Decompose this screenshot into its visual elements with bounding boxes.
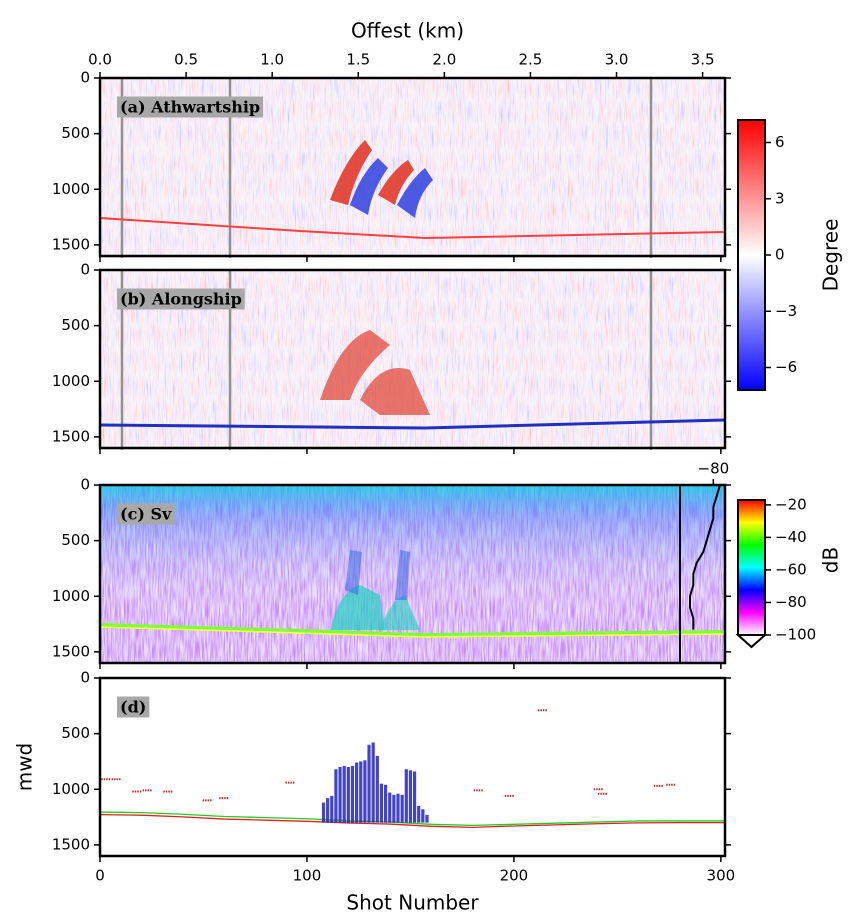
y-tick-label: 1000 — [52, 372, 90, 390]
y-tick-label: 1000 — [52, 180, 90, 198]
x-tick-label: 100 — [293, 867, 322, 885]
seafloor-b — [99, 418, 726, 430]
echo-bar — [400, 794, 404, 823]
echo-bar — [342, 765, 346, 823]
colorbar-tick-label: 0 — [775, 246, 785, 264]
panel-title-box — [117, 503, 176, 525]
echo-bar — [417, 805, 421, 823]
echo-bar — [421, 809, 425, 823]
x2-tick-label: 0.0 — [88, 51, 112, 69]
echo-bar — [425, 814, 429, 823]
plot-frame — [98, 676, 727, 858]
y-tick-label: 500 — [61, 124, 90, 142]
panel-title: (b) Alongship — [120, 290, 242, 309]
panel-title-box — [117, 96, 264, 118]
seafloor-line — [99, 813, 725, 829]
y-tick-label: 1500 — [52, 235, 90, 253]
y-tick-label: 1000 — [52, 587, 90, 605]
x2-tick-label: 0.5 — [174, 51, 198, 69]
echo-bar — [355, 762, 359, 823]
echo-bar — [330, 795, 334, 823]
seafloor-a — [99, 217, 726, 240]
colorbar-tick-label: −3 — [775, 302, 797, 320]
echo-bar — [334, 769, 338, 823]
y-tick-label: 0 — [80, 261, 90, 279]
x2-tick-label: 2.0 — [432, 51, 456, 69]
profile-line — [689, 484, 721, 630]
plot-frame — [98, 268, 727, 450]
panel-title-box — [117, 288, 245, 310]
echo-bar — [412, 771, 417, 823]
echo-bar — [404, 769, 408, 823]
scatter-c — [330, 550, 420, 630]
colorbar-tick-label: −40 — [775, 528, 807, 546]
echo-bar — [392, 794, 396, 823]
panel-title-box — [117, 696, 150, 718]
colorbar-label: Degree — [819, 219, 843, 292]
echo-bar — [326, 798, 330, 823]
echo-bar — [363, 760, 367, 823]
seafloor-line — [99, 811, 725, 827]
colorbar-extend — [735, 634, 768, 649]
y-tick-label: 0 — [80, 69, 90, 87]
y-tick-label: 500 — [61, 531, 90, 549]
seafloor-c — [99, 623, 726, 638]
colorbar-tick-label: −80 — [775, 593, 807, 611]
panel-title: (a) Athwartship — [120, 98, 260, 117]
echo-bar — [383, 784, 388, 823]
x2-tick-label: 1.5 — [346, 51, 370, 69]
echo-bar — [346, 767, 350, 823]
x-tick-label: 300 — [707, 867, 736, 885]
y-tick-label: 500 — [61, 316, 90, 334]
x2-tick-label: 2.5 — [519, 51, 543, 69]
plot-frame — [98, 483, 727, 665]
y-tick-label: 1000 — [52, 780, 90, 798]
echo-bar — [396, 793, 400, 823]
echo-bar — [321, 802, 326, 823]
x2-tick-label: 3.5 — [691, 51, 715, 69]
colorbar-tick-label: −20 — [775, 495, 807, 513]
echo-bar — [408, 770, 413, 823]
echo-bar — [388, 792, 392, 823]
panel-title: (d) — [120, 698, 146, 717]
decoration — [99, 78, 726, 663]
echo-bar — [375, 755, 379, 823]
plot-frame — [98, 76, 727, 258]
colorbar-tick-label: −100 — [775, 626, 816, 644]
anomaly-b — [320, 330, 430, 415]
x2-tick-label: 1.0 — [260, 51, 284, 69]
x2-tick-label: 3.0 — [605, 51, 629, 69]
y-tick-label: 1500 — [52, 835, 90, 853]
y-axis-label: mwd — [13, 743, 37, 792]
y-tick-label: 500 — [61, 724, 90, 742]
echo-bar — [350, 765, 355, 823]
x2-axis-label: Offest (km) — [351, 19, 464, 43]
colorbar-label: dB — [819, 547, 843, 573]
panel-title: (c) Sv — [120, 505, 172, 524]
echo-bar — [371, 742, 375, 823]
echo-bar — [379, 783, 384, 823]
echo-bar — [367, 744, 371, 823]
colorbar-tick-label: 3 — [775, 189, 785, 207]
colorbar-tick-label: −60 — [775, 560, 807, 578]
echo-bar — [338, 767, 342, 823]
y-tick-label: 0 — [80, 669, 90, 687]
echo-bar — [359, 761, 363, 823]
x-axis-label: Shot Number — [346, 891, 479, 915]
colorbar-tick-label: 6 — [775, 133, 785, 151]
x-tick-label: 0 — [95, 867, 105, 885]
y-tick-label: 1500 — [52, 427, 90, 445]
colorbar — [737, 499, 766, 636]
seafloor-c-core — [99, 626, 726, 638]
colorbar — [737, 119, 766, 391]
y-tick-label: 1500 — [52, 642, 90, 660]
profile-tick-label: −80 — [698, 460, 730, 478]
anomaly-a — [330, 140, 433, 218]
colorbar-tick-label: −6 — [775, 358, 797, 376]
y-tick-label: 0 — [80, 476, 90, 494]
x-tick-label: 200 — [500, 867, 529, 885]
surface-band — [100, 485, 725, 615]
